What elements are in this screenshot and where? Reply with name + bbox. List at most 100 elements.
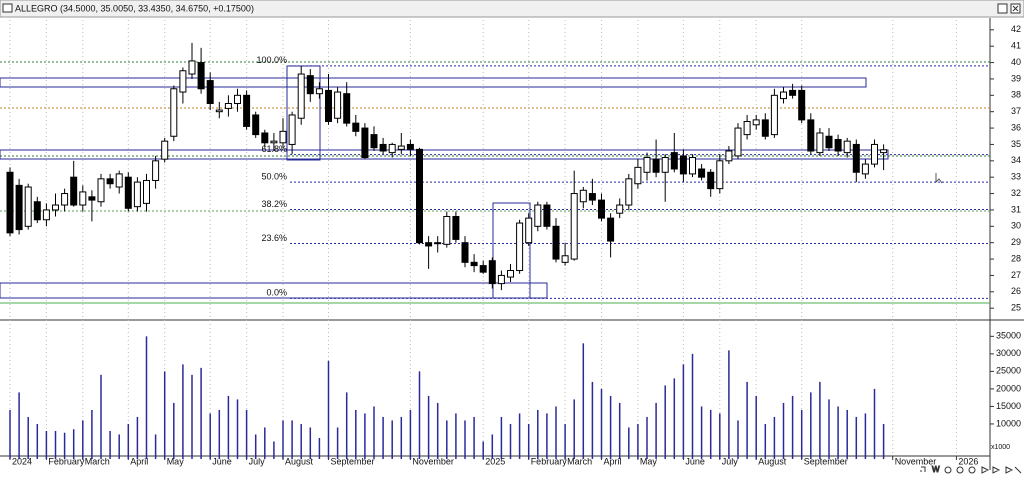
y-tick-label: 36 (1011, 122, 1021, 132)
candle-body (743, 121, 751, 136)
candle-body (106, 178, 114, 185)
candle-body (143, 179, 150, 204)
toolbar[interactable]: W (920, 465, 1022, 475)
candle-body (643, 157, 651, 173)
candle-body (416, 148, 423, 244)
candle-body (725, 150, 733, 162)
candle-body (616, 204, 624, 214)
candle-body (434, 242, 442, 245)
candle-body (852, 143, 860, 173)
candle-body (306, 75, 314, 95)
y-tick-label: 37 (1011, 106, 1021, 116)
x-tick-label: May (640, 456, 658, 466)
volume-tick-label: 15000 (996, 401, 1021, 411)
candle-body (124, 176, 132, 209)
x-tick-label: 2026 (958, 456, 978, 466)
fib-label: 38.2% (261, 199, 287, 209)
y-tick-label: 26 (1011, 286, 1021, 296)
maximize-button[interactable] (997, 3, 1008, 14)
candle-body (252, 114, 260, 136)
x-tick-label: May (167, 456, 185, 466)
candle-body (716, 160, 724, 190)
x-tick-label: September (804, 456, 848, 466)
x-tick-label: April (604, 456, 622, 466)
candle-body (70, 176, 78, 206)
candle-body (570, 193, 578, 260)
candle-body (133, 181, 141, 208)
candle-body (834, 139, 842, 152)
candle-body (625, 178, 633, 206)
candle-body (497, 274, 505, 285)
x-tick-label: November (895, 456, 937, 466)
candle-body (325, 89, 332, 123)
candle-body (179, 70, 187, 93)
candle-body (552, 225, 560, 260)
x-tick-label: September (331, 456, 375, 466)
y-tick-label: 32 (1011, 188, 1021, 198)
x-tick-label: 2025 (485, 456, 505, 466)
fib-label: 50.0% (261, 171, 287, 181)
y-tick-label: 27 (1011, 270, 1021, 280)
candle-body (789, 89, 797, 96)
candle-body (115, 173, 123, 188)
y-tick-label: 41 (1011, 41, 1021, 51)
x-tick-label: August (758, 456, 787, 466)
y-tick-label: 30 (1011, 221, 1021, 231)
candle-body (279, 130, 287, 144)
candle-body (871, 143, 878, 165)
x-tick-label: July (722, 456, 739, 466)
candle-body (215, 109, 223, 113)
x-tick-label: June (685, 456, 705, 466)
candle-body (315, 88, 323, 95)
candle-body (288, 114, 296, 145)
zone-box (0, 282, 548, 299)
candle-body (525, 217, 533, 244)
y-tick-label: 34 (1011, 155, 1021, 165)
y-tick-label: 25 (1011, 303, 1021, 313)
candle-body (507, 270, 514, 278)
candle-body (561, 255, 569, 263)
candle-body (798, 89, 806, 121)
y-tick-label: 28 (1011, 253, 1021, 263)
candle-body (470, 261, 478, 267)
title-bar (0, 0, 1024, 18)
y-tick-label: 39 (1011, 73, 1021, 83)
candle-body (388, 143, 396, 154)
x-tick-label: 2024 (12, 456, 32, 466)
x-tick-label: November (412, 456, 454, 466)
svg-text:W: W (932, 465, 940, 474)
zone-box (0, 77, 867, 88)
candle-body (880, 149, 888, 154)
candle-body (234, 94, 241, 105)
candle-body (816, 132, 824, 154)
candle-body (361, 127, 369, 159)
candle-body (652, 158, 660, 173)
fib-label: 23.6% (261, 233, 287, 243)
volume-tick-label: 25000 (996, 366, 1021, 376)
candle-body (516, 222, 524, 272)
candle-body (452, 215, 460, 240)
volume-tick-label: 10000 (996, 418, 1021, 428)
candle-body (397, 145, 405, 150)
candle-body (770, 94, 778, 136)
candle-body (825, 135, 833, 149)
candle-body (607, 217, 615, 242)
x-tick-label: March (85, 456, 110, 466)
y-tick-label: 40 (1011, 57, 1021, 67)
candle-body (534, 204, 542, 227)
candle-body (79, 191, 87, 206)
volume-unit-label: x1000 (991, 444, 1010, 451)
window-icon (2, 3, 13, 13)
volume-tick-label: 30000 (996, 348, 1021, 358)
candle-body (370, 134, 378, 149)
candle-body (670, 152, 678, 170)
candle-body (297, 73, 305, 119)
close-button[interactable] (1010, 3, 1021, 14)
x-tick-label: April (130, 456, 148, 466)
volume-tick-label: 20000 (996, 383, 1021, 393)
candle-body (479, 265, 487, 273)
fib-label: 100.0% (256, 55, 287, 65)
volume-tick-label: 35000 (996, 331, 1021, 341)
y-tick-label: 35 (1011, 139, 1021, 149)
